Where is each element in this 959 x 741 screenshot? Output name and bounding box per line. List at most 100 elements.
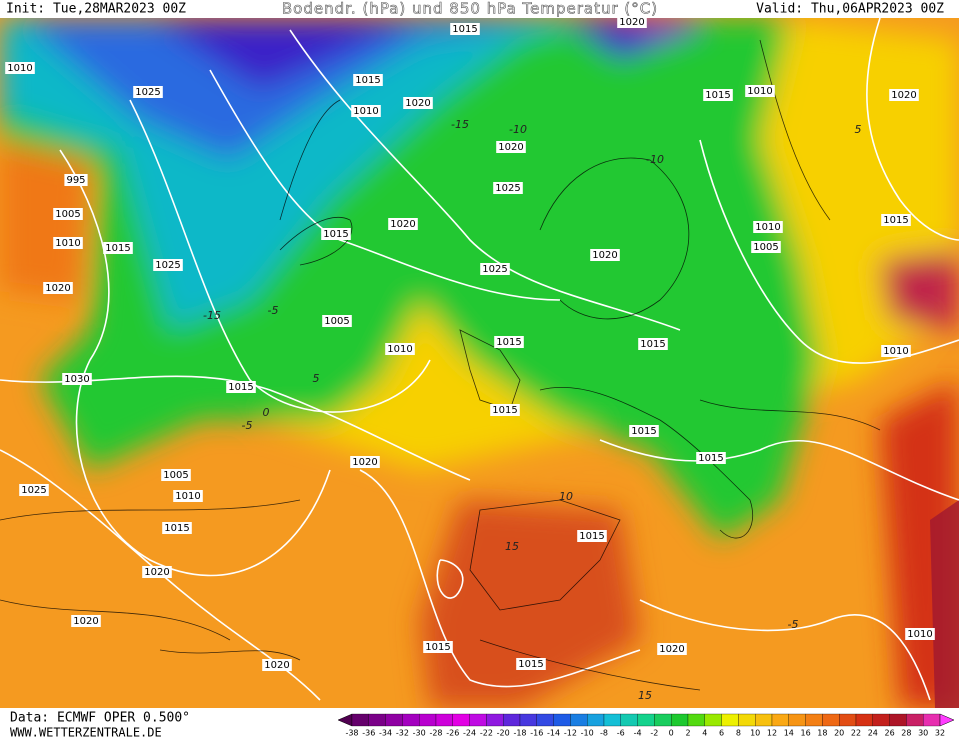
isobar-label-box: [103, 242, 133, 254]
isobar-label: 1015: [492, 405, 517, 416]
legend-swatch: [452, 713, 470, 727]
color-legend: -38 -36 -34 -32 -30 -28 -26 -24 -22 -20 -18 -16 -14-…: [337, 713, 955, 738]
isobar-label-box: [751, 241, 781, 253]
isobar-label: 995: [66, 175, 85, 186]
isobar-label: 1020: [619, 17, 644, 28]
legend-label: -8: [600, 729, 608, 738]
legend-label: 28: [901, 729, 911, 738]
isobar-label: 1020: [659, 644, 684, 655]
isobar-label: 1005: [324, 316, 349, 327]
isobar-label-box: [71, 615, 101, 627]
legend-swatch: [587, 713, 605, 727]
isobar-label: 1005: [55, 209, 80, 220]
legend-label: -10: [581, 729, 594, 738]
legend-swatch: [637, 713, 655, 727]
isobar-label-box: [638, 338, 668, 350]
legend-label: 24: [868, 729, 878, 738]
data-source: Data: ECMWF OPER 0.500°: [10, 711, 190, 726]
isobar-label-box: [905, 628, 935, 640]
isobar-label: 1015: [105, 243, 130, 254]
legend-swatch: [402, 713, 420, 727]
isobar-label-box: [322, 315, 352, 327]
legend-swatch: [889, 713, 907, 727]
isobar-label: 1020: [144, 567, 169, 578]
legend-swatch: [771, 713, 789, 727]
isobar-label-box: [889, 89, 919, 101]
isobar-label-box: [881, 214, 911, 226]
legend-label: 30: [918, 729, 928, 738]
legend-swatch: [704, 713, 722, 727]
isobar-label-box: [19, 484, 49, 496]
isobar-label-box: [516, 658, 546, 670]
temperature-label: -15: [203, 309, 221, 322]
legend-label: 18: [817, 729, 827, 738]
legend-swatch: [419, 713, 437, 727]
legend-swatch: [855, 713, 873, 727]
legend-swatch: [368, 713, 386, 727]
isobar-label-box: [494, 336, 524, 348]
valid-time: Valid: Thu,06APR2023 00Z: [756, 2, 944, 17]
isobar-label: 1010: [175, 491, 200, 502]
isobar-label: 1020: [264, 660, 289, 671]
isobar-label: 1015: [640, 339, 665, 350]
legend-label: -2: [650, 729, 658, 738]
legend-swatch: [553, 713, 571, 727]
legend-label: -32: [396, 729, 409, 738]
legend-swatch: [687, 713, 705, 727]
isobar-label-box: [577, 530, 607, 542]
temperature-label: -5: [242, 419, 253, 432]
isobar-label: 1015: [323, 229, 348, 240]
isobar-label: 1010: [907, 629, 932, 640]
legend-swatch: [788, 713, 806, 727]
isobar-label: 1010: [747, 86, 772, 97]
temperature-label: -15: [451, 118, 469, 131]
isobar-label-box: [881, 345, 911, 357]
isobar-label-box: [173, 490, 203, 502]
isobar-label-box: [657, 643, 687, 655]
legend-swatch: [351, 713, 369, 727]
isobar-label: 1020: [45, 283, 70, 294]
isobar-label-box: [53, 237, 83, 249]
legend-label: -16: [530, 729, 543, 738]
legend-swatch: [519, 713, 537, 727]
isobar-label-box: [753, 221, 783, 233]
isobar-label-box: [490, 404, 520, 416]
isobar-label-box: [226, 381, 256, 393]
isobar-label: 1015: [425, 642, 450, 653]
legend-arrow-high: [939, 713, 955, 727]
isobar-label: 1020: [73, 616, 98, 627]
isobar-label-box: [385, 343, 415, 355]
legend-swatch: [486, 713, 504, 727]
legend-label: -4: [634, 729, 642, 738]
isobar-label-box: [64, 174, 88, 186]
legend-swatch: [822, 713, 840, 727]
isobar-label: 1020: [498, 142, 523, 153]
legend-label: 8: [736, 729, 741, 738]
isobar-label: 1010: [353, 106, 378, 117]
isobar-label-box: [43, 282, 73, 294]
legend-label: 32: [935, 729, 945, 738]
legend-swatch: [385, 713, 403, 727]
legend-swatch: [738, 713, 756, 727]
isobar-label-box: [403, 97, 433, 109]
isobar-label-box: [142, 566, 172, 578]
isobar-label: 1025: [495, 183, 520, 194]
isobar-label: 1015: [631, 426, 656, 437]
legend-swatch: [671, 713, 689, 727]
legend-label: 20: [834, 729, 844, 738]
legend-label: -28: [429, 729, 442, 738]
legend-label: -30: [413, 729, 426, 738]
field: [0, 18, 959, 708]
isobar-label: 1015: [579, 531, 604, 542]
legend-label: -20: [497, 729, 510, 738]
legend-swatch: [620, 713, 638, 727]
isobar-label-box: [133, 86, 163, 98]
legend-swatch: [654, 713, 672, 727]
legend-label: -6: [617, 729, 625, 738]
legend-swatch: [570, 713, 588, 727]
isobar-label-box: [350, 456, 380, 468]
temperature-label: 10: [559, 490, 573, 503]
legend-swatch: [839, 713, 857, 727]
